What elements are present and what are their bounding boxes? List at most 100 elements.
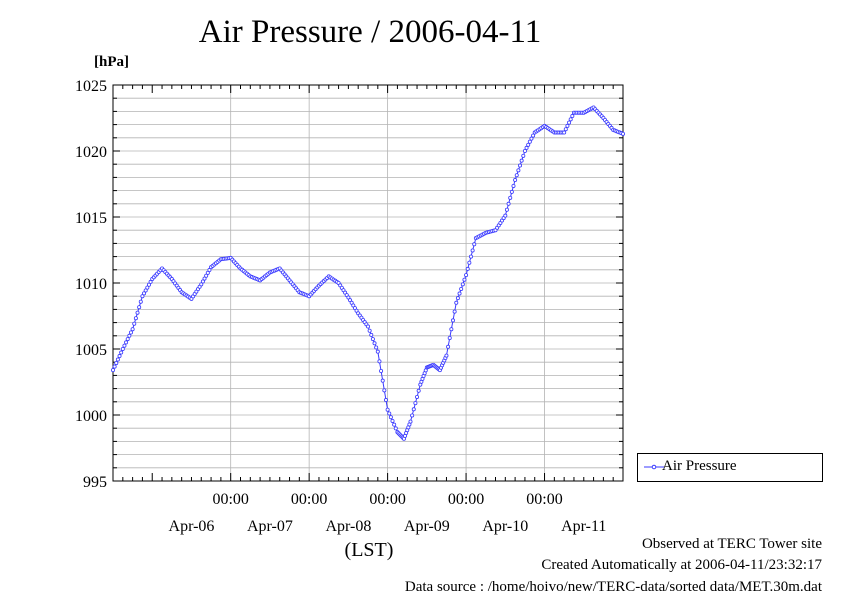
x-day-label: Apr-07 <box>247 518 293 535</box>
data-point <box>112 364 117 369</box>
x-tick-label: 00:00 <box>369 491 405 508</box>
data-point <box>455 296 460 301</box>
x-day-label: Apr-08 <box>325 518 371 535</box>
data-point <box>385 407 390 412</box>
data-point <box>470 248 475 253</box>
x-day-label: Apr-11 <box>561 518 606 535</box>
data-point <box>467 260 472 265</box>
data-point <box>526 142 531 147</box>
data-point <box>377 359 382 364</box>
data-point <box>117 354 122 359</box>
y-unit-label: [hPa] <box>94 54 129 70</box>
data-point <box>124 340 129 345</box>
data-point <box>383 398 388 403</box>
data-point <box>120 346 125 351</box>
data-point <box>621 131 626 136</box>
data-point <box>142 291 147 296</box>
data-point <box>563 127 568 132</box>
x-axis-label: (LST) <box>345 539 394 561</box>
data-point <box>511 183 516 188</box>
data-point <box>393 426 398 431</box>
data-point <box>446 344 451 349</box>
x-tick-label: 00:00 <box>448 491 484 508</box>
x-day-label: Apr-09 <box>404 518 450 535</box>
data-point <box>462 277 467 282</box>
data-point <box>143 288 148 293</box>
data-point <box>205 270 210 275</box>
x-day-label: Apr-10 <box>482 518 528 535</box>
data-point <box>137 305 142 310</box>
data-point <box>388 415 393 420</box>
data-point <box>408 419 413 424</box>
legend: Air Pressure <box>637 453 823 482</box>
y-tick-label: 1005 <box>75 342 107 359</box>
data-point <box>411 407 416 412</box>
data-point <box>379 368 384 373</box>
data-point <box>375 349 380 354</box>
data-point <box>365 324 370 329</box>
data-point <box>450 318 455 323</box>
data-point <box>472 242 477 247</box>
data-point <box>416 388 421 393</box>
data-point <box>390 418 395 423</box>
data-point <box>115 357 120 362</box>
data-point <box>119 350 124 355</box>
data-point <box>452 309 457 314</box>
data-point <box>503 213 508 218</box>
data-point <box>565 123 570 128</box>
data-point <box>464 273 469 278</box>
data-point <box>374 345 379 350</box>
data-point <box>568 117 573 122</box>
data-point <box>513 178 518 183</box>
x-day-label: Apr-06 <box>169 518 215 535</box>
series-line <box>112 106 624 440</box>
data-point <box>522 148 527 153</box>
data-point <box>111 368 116 373</box>
data-point <box>516 168 521 173</box>
data-point <box>204 273 209 278</box>
data-point <box>140 294 145 299</box>
data-point <box>459 286 464 291</box>
data-point <box>504 207 509 212</box>
data-point <box>148 279 153 284</box>
y-tick-label: 1000 <box>75 408 107 425</box>
data-point <box>415 394 420 399</box>
y-tick-label: 1010 <box>75 276 107 293</box>
data-point <box>562 130 567 135</box>
data-point <box>200 279 205 284</box>
data-point <box>506 201 511 206</box>
data-point <box>372 341 377 346</box>
data-point <box>138 299 143 304</box>
data-point <box>519 158 524 163</box>
data-point <box>413 401 418 406</box>
data-point <box>392 422 397 427</box>
data-point <box>199 282 204 287</box>
data-point <box>514 173 519 178</box>
y-tick-label: 1025 <box>75 78 107 95</box>
observed-note: Observed at TERC Tower site <box>641 536 822 552</box>
data-point <box>135 310 140 315</box>
data-point <box>460 282 465 287</box>
source-note: Data source : /home/hoivo/new/TERC-data/… <box>404 579 822 595</box>
data-point <box>128 330 133 335</box>
y-tick-label: 1020 <box>75 144 107 161</box>
data-point <box>567 120 572 125</box>
created-note: Created Automatically at 2006-04-11/23:3… <box>541 557 822 573</box>
data-point <box>524 145 529 150</box>
data-point <box>529 136 534 141</box>
legend-marker-icon <box>644 464 664 470</box>
data-point <box>370 337 375 342</box>
y-tick-label: 995 <box>83 474 107 491</box>
data-point <box>457 291 462 296</box>
data-point <box>202 276 207 281</box>
data-point <box>444 353 449 358</box>
data-point <box>125 337 130 342</box>
data-point <box>449 327 454 332</box>
chart-title: Air Pressure / 2006-04-11 <box>198 14 542 50</box>
data-point <box>380 378 385 383</box>
data-point <box>133 316 138 321</box>
data-point <box>468 254 473 259</box>
data-point <box>521 153 526 158</box>
data-point <box>508 195 513 200</box>
